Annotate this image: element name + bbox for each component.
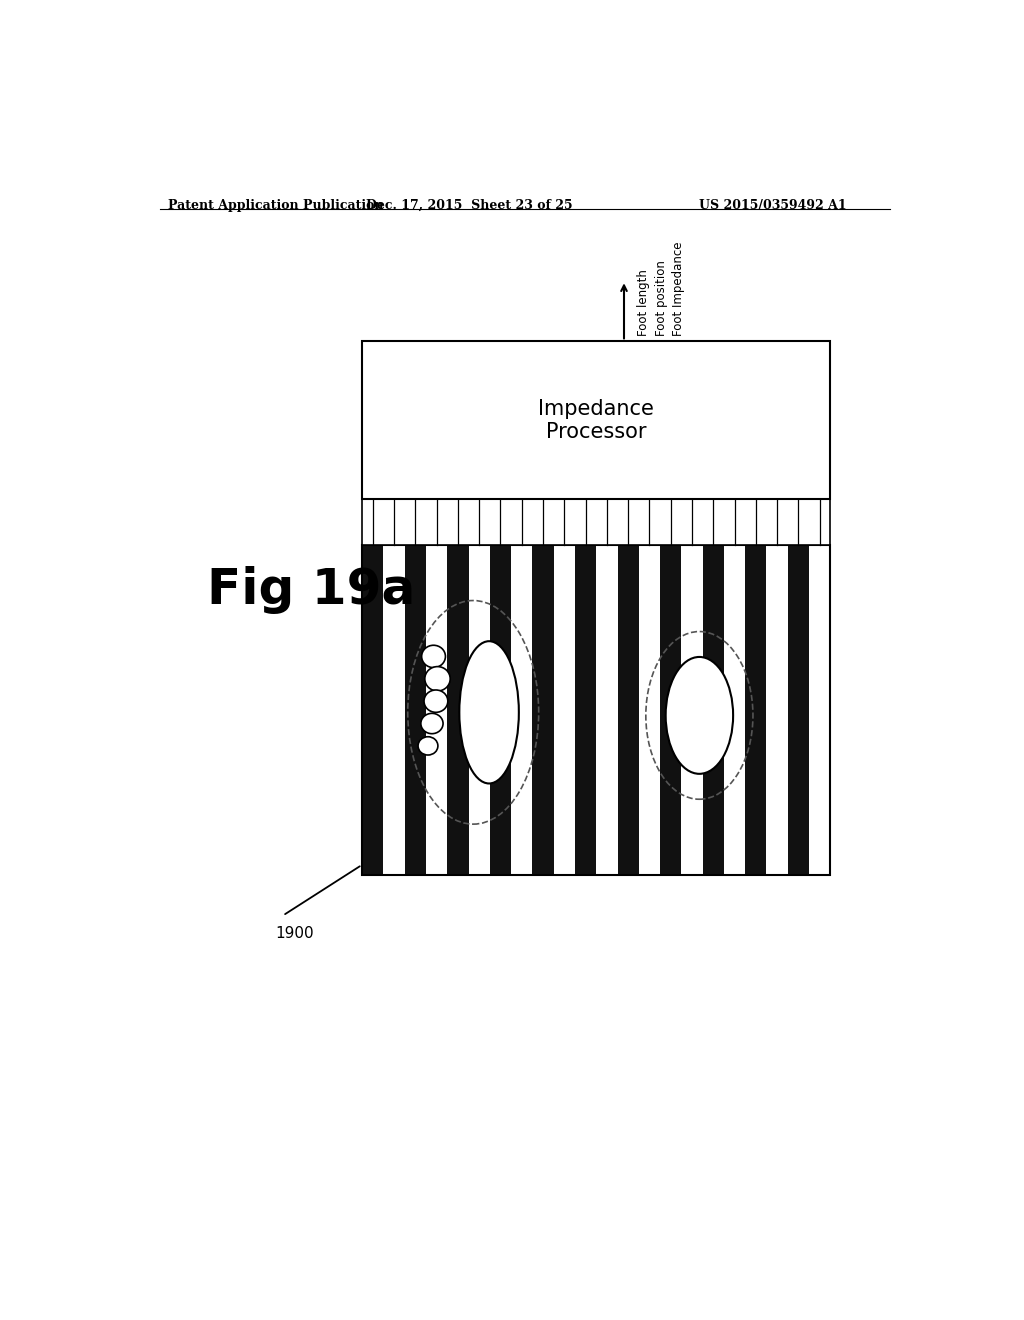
Text: Foot Impedance: Foot Impedance [673, 242, 685, 337]
Text: 1900: 1900 [274, 925, 313, 941]
Bar [554, 545, 574, 875]
Bar [809, 545, 830, 875]
Text: Foot position: Foot position [654, 260, 668, 337]
Bar [511, 545, 532, 875]
Bar [362, 545, 830, 875]
Bar [383, 545, 404, 875]
Bar [767, 545, 787, 875]
Bar [639, 545, 660, 875]
Ellipse shape [422, 645, 445, 668]
Bar [681, 545, 702, 875]
Bar [426, 545, 447, 875]
Ellipse shape [460, 642, 519, 784]
Ellipse shape [424, 690, 447, 713]
Text: Impedance
Processor: Impedance Processor [539, 399, 654, 442]
Ellipse shape [421, 713, 443, 734]
Bar [362, 342, 830, 499]
Bar [724, 545, 745, 875]
Bar [362, 499, 830, 545]
Ellipse shape [425, 667, 451, 690]
Bar [469, 545, 489, 875]
Text: Foot length: Foot length [637, 269, 650, 337]
Text: Dec. 17, 2015  Sheet 23 of 25: Dec. 17, 2015 Sheet 23 of 25 [366, 199, 572, 213]
Bar [362, 545, 830, 875]
Ellipse shape [666, 657, 733, 774]
Text: 1905: 1905 [477, 362, 516, 378]
Ellipse shape [418, 737, 438, 755]
Text: Fig 19a: Fig 19a [207, 566, 416, 614]
Text: Patent Application Publication: Patent Application Publication [168, 199, 383, 213]
Text: US 2015/0359492 A1: US 2015/0359492 A1 [699, 199, 847, 213]
Bar [596, 545, 617, 875]
